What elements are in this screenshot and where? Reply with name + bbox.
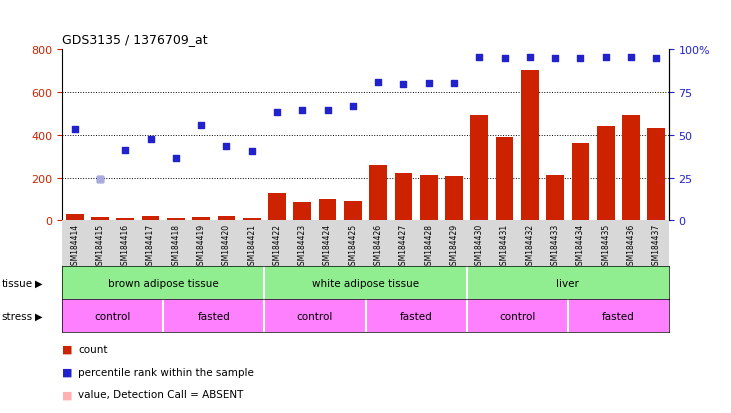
Point bbox=[246, 148, 257, 154]
Bar bbox=[648, 129, 665, 221]
Point bbox=[524, 55, 536, 62]
Bar bbox=[167, 219, 185, 221]
Bar bbox=[420, 176, 438, 221]
Bar bbox=[268, 193, 286, 221]
Point bbox=[195, 122, 207, 129]
Text: ▶: ▶ bbox=[35, 311, 42, 321]
Text: GSM184422: GSM184422 bbox=[273, 223, 281, 269]
Text: control: control bbox=[297, 311, 333, 321]
Text: fasted: fasted bbox=[602, 311, 635, 321]
Text: ■: ■ bbox=[62, 367, 72, 377]
Point bbox=[221, 144, 232, 150]
Bar bbox=[142, 216, 159, 221]
Text: GSM184429: GSM184429 bbox=[450, 223, 458, 269]
Point bbox=[94, 176, 106, 183]
Point bbox=[499, 56, 510, 62]
Text: GSM184421: GSM184421 bbox=[247, 223, 257, 269]
Text: GSM184430: GSM184430 bbox=[474, 223, 484, 269]
Text: GSM184437: GSM184437 bbox=[652, 223, 661, 269]
Point bbox=[549, 56, 561, 62]
Bar bbox=[192, 218, 210, 221]
Text: GSM184433: GSM184433 bbox=[550, 223, 560, 269]
Text: rank, Detection Call = ABSENT: rank, Detection Call = ABSENT bbox=[78, 412, 238, 413]
Text: GSM184425: GSM184425 bbox=[349, 223, 357, 269]
Bar bbox=[66, 214, 83, 221]
Text: GSM184424: GSM184424 bbox=[323, 223, 332, 269]
Text: GSM184418: GSM184418 bbox=[171, 223, 181, 269]
Bar bbox=[445, 177, 463, 221]
Text: ■: ■ bbox=[62, 389, 72, 399]
Text: stress: stress bbox=[1, 311, 33, 321]
Text: brown adipose tissue: brown adipose tissue bbox=[108, 278, 219, 288]
Bar bbox=[319, 199, 336, 221]
Text: fasted: fasted bbox=[197, 311, 230, 321]
Bar bbox=[546, 176, 564, 221]
Text: GSM184419: GSM184419 bbox=[197, 223, 205, 269]
Text: GSM184427: GSM184427 bbox=[399, 223, 408, 269]
Text: tissue: tissue bbox=[1, 278, 33, 288]
Point bbox=[347, 103, 359, 109]
Text: value, Detection Call = ABSENT: value, Detection Call = ABSENT bbox=[78, 389, 243, 399]
Point bbox=[69, 127, 80, 133]
Bar bbox=[243, 218, 260, 221]
Text: control: control bbox=[499, 311, 535, 321]
Point bbox=[600, 55, 612, 62]
Bar bbox=[116, 218, 135, 221]
Text: GSM184423: GSM184423 bbox=[298, 223, 307, 269]
Point bbox=[575, 56, 586, 62]
Point bbox=[448, 81, 460, 87]
Point bbox=[170, 156, 182, 162]
Point bbox=[423, 81, 434, 87]
Text: GSM184417: GSM184417 bbox=[146, 223, 155, 269]
Bar bbox=[369, 165, 387, 221]
Text: GSM184434: GSM184434 bbox=[576, 223, 585, 269]
Text: liver: liver bbox=[556, 278, 579, 288]
Bar bbox=[218, 217, 235, 221]
Bar bbox=[496, 138, 513, 221]
Text: GSM184415: GSM184415 bbox=[96, 223, 105, 269]
Text: GSM184420: GSM184420 bbox=[222, 223, 231, 269]
Point bbox=[398, 82, 409, 88]
Text: ■: ■ bbox=[62, 344, 72, 354]
Text: GSM184431: GSM184431 bbox=[500, 223, 509, 269]
Bar bbox=[395, 174, 412, 221]
Text: fasted: fasted bbox=[400, 311, 433, 321]
Text: GSM184432: GSM184432 bbox=[526, 223, 534, 269]
Text: GSM184428: GSM184428 bbox=[424, 223, 433, 269]
Point bbox=[271, 109, 283, 116]
Point bbox=[372, 79, 384, 86]
Point bbox=[625, 55, 637, 62]
Bar bbox=[521, 71, 539, 221]
Point bbox=[322, 107, 333, 114]
Point bbox=[297, 107, 308, 114]
Point bbox=[651, 56, 662, 62]
Text: GDS3135 / 1376709_at: GDS3135 / 1376709_at bbox=[62, 33, 208, 45]
Text: GSM184436: GSM184436 bbox=[626, 223, 635, 269]
Point bbox=[119, 147, 131, 154]
Text: count: count bbox=[78, 344, 107, 354]
Text: control: control bbox=[94, 311, 131, 321]
Bar bbox=[596, 127, 615, 221]
Bar bbox=[572, 144, 589, 221]
Point bbox=[145, 136, 156, 143]
Text: ■: ■ bbox=[62, 412, 72, 413]
Text: white adipose tissue: white adipose tissue bbox=[312, 278, 419, 288]
Text: GSM184414: GSM184414 bbox=[70, 223, 79, 269]
Bar bbox=[471, 116, 488, 221]
Bar bbox=[622, 116, 640, 221]
Text: GSM184426: GSM184426 bbox=[374, 223, 382, 269]
Text: GSM184435: GSM184435 bbox=[601, 223, 610, 269]
Point bbox=[94, 176, 106, 183]
Point bbox=[474, 55, 485, 62]
Text: percentile rank within the sample: percentile rank within the sample bbox=[78, 367, 254, 377]
Text: ▶: ▶ bbox=[35, 278, 42, 288]
Bar bbox=[91, 217, 109, 221]
Bar bbox=[344, 202, 362, 221]
Text: GSM184416: GSM184416 bbox=[121, 223, 130, 269]
Bar bbox=[293, 203, 311, 221]
